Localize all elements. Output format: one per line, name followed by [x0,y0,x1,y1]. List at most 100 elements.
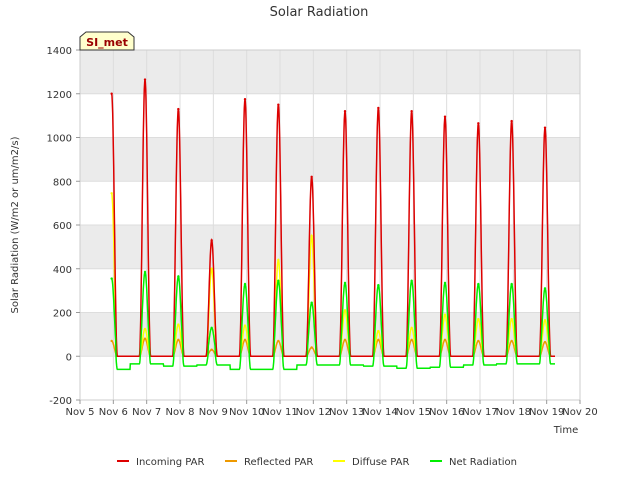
peak-point-net [210,326,213,330]
peak-point-diffuse [477,317,480,321]
legend-label-incoming: Incoming PAR [136,457,205,468]
x-tick-label: Nov 18 [496,407,531,418]
peak-point-diffuse [410,326,413,330]
peak-point-diffuse [543,318,547,322]
y-axis-ticks: -200 0 200 400 600 800 1000 1200 1400 [47,46,80,407]
peak-point-diffuse [110,192,113,195]
x-tick-label: Nov 16 [429,407,464,418]
y-tick-label: 600 [53,221,72,232]
peak-point-reflected [110,339,113,343]
plot-band [80,312,580,357]
y-tick-label: 400 [53,265,72,276]
peak-point-net [543,287,547,290]
x-tick-label: Nov 8 [165,407,194,418]
peak-point-incoming [277,103,280,106]
x-tick-label: Nov 7 [132,407,161,418]
peak-point-reflected [243,338,247,342]
peak-point-net [110,277,113,280]
peak-point-diffuse [243,324,247,327]
peak-point-incoming [310,175,313,179]
legend-label-net: Net Radiation [449,457,517,468]
peak-point-reflected [277,339,280,343]
peak-point-reflected [177,338,180,342]
y-tick-label: 800 [53,177,72,188]
peak-point-diffuse [343,309,347,312]
peak-point-incoming [377,106,380,110]
x-tick-label: Nov 5 [65,407,94,418]
peak-point-diffuse [210,267,213,270]
x-tick-label: Nov 11 [262,407,297,418]
peak-point-net [377,283,380,287]
peak-point-net [443,281,447,285]
peak-point-net [310,301,313,304]
peak-point-incoming [143,78,147,81]
x-tick-label: Nov 12 [296,407,331,418]
peak-point-net [143,270,147,274]
plot-band [80,137,580,182]
chart-title: Solar Radiation [270,5,369,20]
y-tick-label: 1200 [47,90,72,101]
y-tick-label: 0 [66,352,72,363]
peak-point-incoming [543,126,547,129]
peak-point-incoming [210,239,213,242]
x-tick-label: Nov 19 [529,407,564,418]
peak-point-reflected [343,338,347,342]
peak-point-net [177,275,180,278]
x-tick-label: Nov 17 [462,407,497,418]
peak-point-incoming [443,115,447,118]
peak-point-incoming [243,98,247,101]
x-tick-label: Nov 9 [199,407,228,418]
peak-point-diffuse [177,323,180,326]
series-line-net [111,270,555,371]
peak-point-net [410,279,413,282]
legend: Incoming PAR Reflected PAR Diffuse PAR Net … [117,457,517,468]
peak-point-net [277,279,280,282]
x-tick-label: Nov 6 [99,407,128,418]
plot-band [80,50,580,94]
peak-point-reflected [443,338,447,342]
peak-point-reflected [510,339,513,343]
peak-point-incoming [177,107,180,111]
peak-point-diffuse [377,329,380,333]
peak-point-incoming [510,119,513,123]
x-tick-label: Nov 13 [329,407,364,418]
peak-point-incoming [110,92,113,95]
series-line-incoming [110,79,555,358]
legend-label-diffuse: Diffuse PAR [352,457,409,468]
peak-point-reflected [143,337,147,340]
legend-label-reflected: Reflected PAR [244,457,313,468]
peak-point-reflected [210,348,213,351]
peak-point-net [477,282,480,286]
peak-point-reflected [543,340,547,344]
peak-point-net [243,282,247,286]
annotation-box [79,31,135,51]
y-tick-label: 1000 [47,134,72,145]
peak-point-reflected [377,338,380,342]
peak-point-diffuse [310,234,313,238]
peak-point-diffuse [277,258,280,262]
peak-point-reflected [410,338,413,342]
peak-point-diffuse [143,327,147,331]
plot-band [80,225,580,269]
peak-point-reflected [310,346,313,349]
peak-point-incoming [343,110,347,113]
y-axis-label: Solar Radiation (W/m2 or um/m2/s) [10,136,21,313]
peak-point-diffuse [443,313,447,316]
peak-point-reflected [477,339,480,343]
y-tick-label: 200 [53,309,72,320]
x-tick-label: Nov 15 [396,407,431,418]
y-tick-label: -200 [49,396,72,407]
x-tick-label: Nov 10 [229,407,264,418]
peak-point-diffuse [510,317,513,321]
annotation-badge: SI_met [79,31,135,51]
x-tick-label: Nov 20 [562,407,597,418]
peak-point-incoming [410,110,413,113]
x-axis-label: Time [553,425,578,436]
x-tick-label: Nov 14 [362,407,397,418]
peak-point-net [343,281,347,285]
peak-point-net [510,282,513,286]
series-layer [110,78,555,371]
